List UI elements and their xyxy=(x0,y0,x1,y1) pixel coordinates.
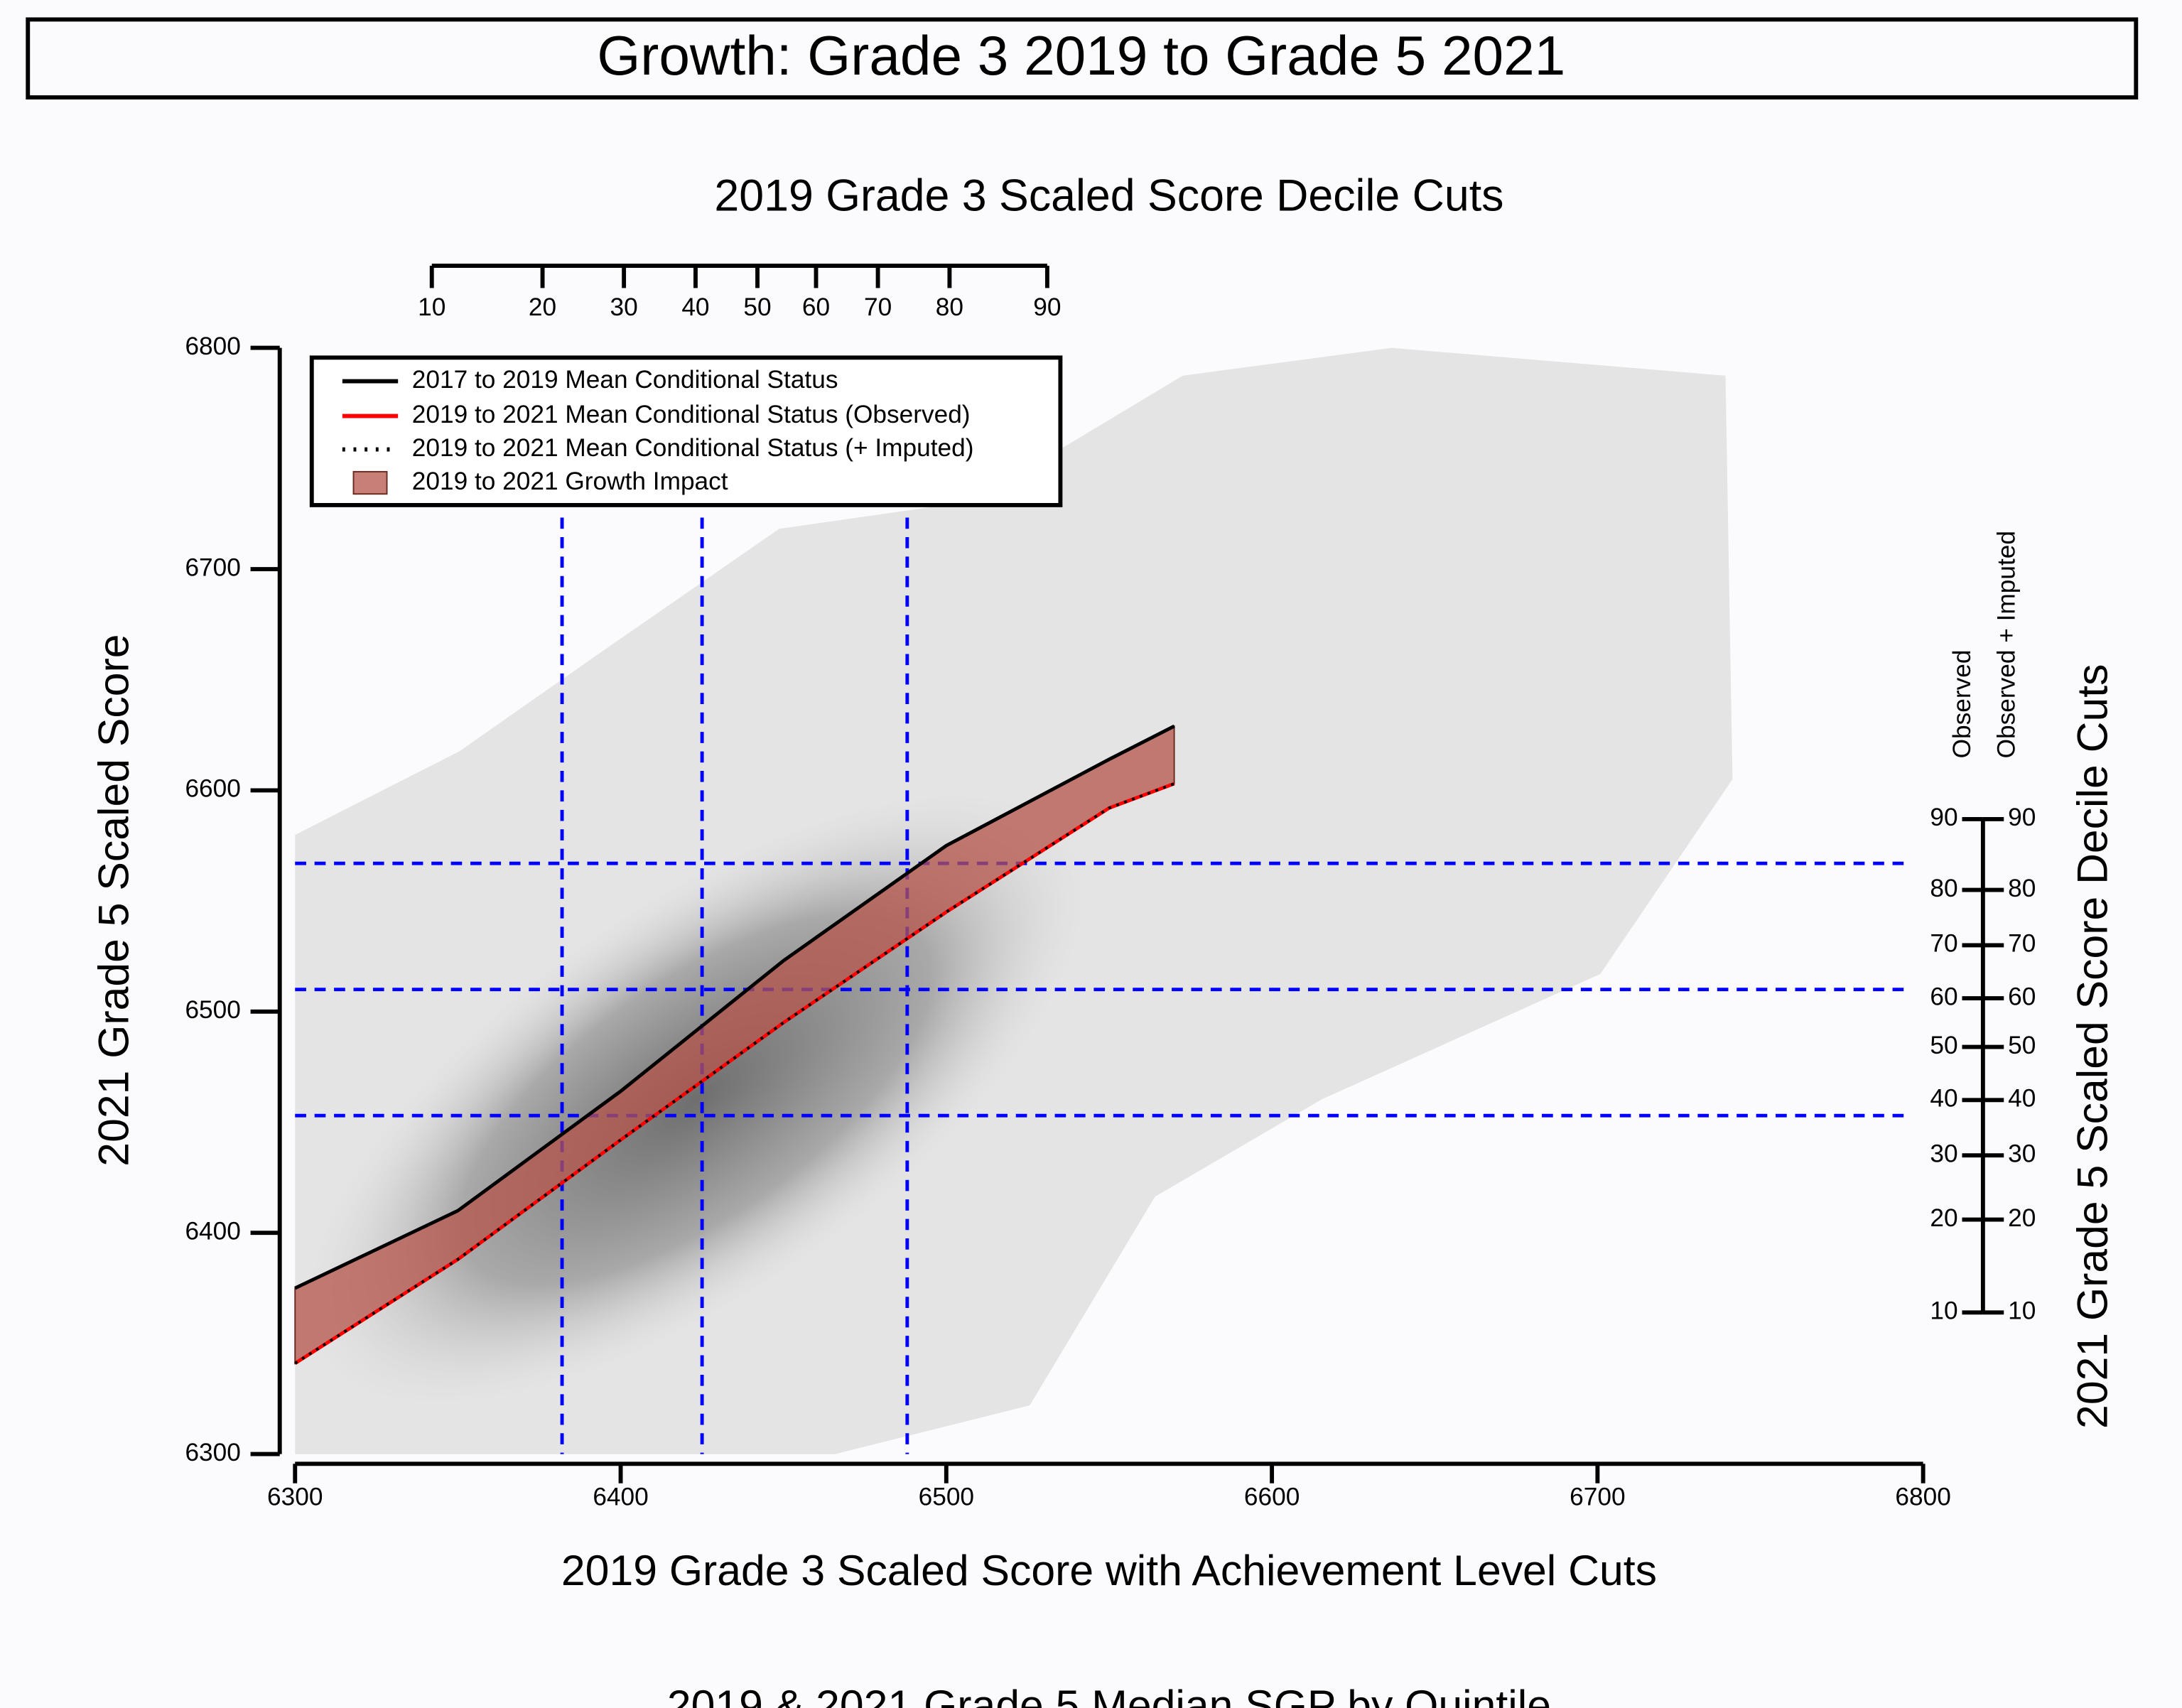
x-tick-label: 6300 xyxy=(267,1483,323,1511)
top-decile-label: 40 xyxy=(681,293,709,321)
right-decile-label: 10 xyxy=(2008,1297,2036,1325)
right-decile-label: 10 xyxy=(1930,1297,1957,1325)
right-decile-label: 30 xyxy=(2008,1140,2036,1168)
right-decile-label: 40 xyxy=(2008,1085,2036,1113)
y-tick-label: 6300 xyxy=(185,1439,240,1466)
top-decile-label: 70 xyxy=(864,293,892,321)
y-axis-label: 2021 Grade 5 Scaled Score xyxy=(90,634,138,1167)
y-tick-label: 6800 xyxy=(185,333,240,360)
top-decile-label: 80 xyxy=(936,293,963,321)
right-decile-label: 30 xyxy=(1930,1140,1957,1168)
right-decile-label: 80 xyxy=(2008,875,2036,902)
series-line xyxy=(294,782,1175,1365)
right-decile-label: 90 xyxy=(2008,804,2036,831)
x-tick-label: 6700 xyxy=(1570,1483,1625,1511)
x-tick-label: 6600 xyxy=(1244,1483,1300,1511)
x-tick-label: 6500 xyxy=(919,1483,974,1511)
y-tick-label: 6500 xyxy=(185,996,240,1024)
legend-swatch xyxy=(352,470,388,495)
x-axis-label: 2019 Grade 3 Scaled Score with Achieveme… xyxy=(561,1546,1657,1594)
chart-title: Growth: Grade 3 2019 to Grade 5 2021 xyxy=(597,24,1565,87)
right-decile-label: 90 xyxy=(1930,804,1957,831)
x-tick-label: 6400 xyxy=(593,1483,648,1511)
top-decile-label: 50 xyxy=(743,293,771,321)
right-decile-label: 50 xyxy=(2008,1032,2036,1059)
legend-label: 2019 to 2021 Growth Impact xyxy=(412,467,728,495)
right-decile-column-label: Observed + Imputed xyxy=(1992,531,2020,758)
top-decile-label: 10 xyxy=(418,293,445,321)
top-decile-label: 60 xyxy=(802,293,830,321)
legend-label: 2017 to 2019 Mean Conditional Status xyxy=(412,366,838,394)
next-title: 2019 & 2021 Grade 5 Median SGP by Quinti… xyxy=(667,1681,1551,1708)
right-decile-label: 20 xyxy=(2008,1204,2036,1232)
subtitle: 2019 Grade 3 Scaled Score Decile Cuts xyxy=(714,171,1503,221)
legend: 2017 to 2019 Mean Conditional Status 2019… xyxy=(309,355,1063,507)
top-decile-label: 90 xyxy=(1033,293,1061,321)
right-decile-label: 70 xyxy=(1930,930,1957,958)
legend-label: 2019 to 2021 Mean Conditional Status (Ob… xyxy=(412,401,971,428)
legend-label: 2019 to 2021 Mean Conditional Status (+ … xyxy=(412,434,974,462)
y2-axis-label: 2021 Grade 5 Scaled Score Decile Cuts xyxy=(2068,664,2117,1429)
y-tick-label: 6600 xyxy=(185,775,240,803)
y-tick-label: 6400 xyxy=(185,1218,240,1245)
title-box xyxy=(26,17,2139,100)
series-line xyxy=(294,724,1175,1290)
y-tick-label: 6700 xyxy=(185,553,240,581)
right-decile-column-label: Observed xyxy=(1948,650,1976,759)
right-decile-label: 40 xyxy=(1930,1085,1957,1113)
right-decile-label: 20 xyxy=(1930,1204,1957,1232)
right-decile-label: 50 xyxy=(1930,1032,1957,1059)
right-decile-label: 80 xyxy=(1930,875,1957,902)
top-decile-label: 20 xyxy=(529,293,556,321)
right-decile-label: 60 xyxy=(2008,983,2036,1010)
x-tick-label: 6800 xyxy=(1895,1483,1950,1511)
right-decile-label: 60 xyxy=(1930,983,1957,1010)
density-cloud xyxy=(295,347,1733,1454)
top-decile-label: 30 xyxy=(610,293,638,321)
right-decile-label: 70 xyxy=(2008,930,2036,958)
legend-box xyxy=(309,355,1063,507)
plot-layer: 6300 6400 6500 6600 6700 6800 6300 6400 6500 6600… xyxy=(185,264,2036,1511)
